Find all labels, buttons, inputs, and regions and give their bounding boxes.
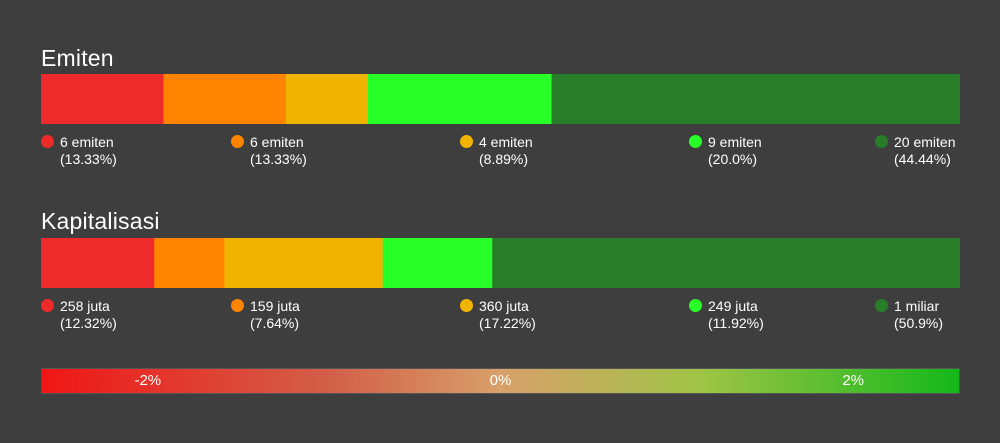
legend-percentage: (8.89%) [479, 151, 529, 167]
legend-label: 1 miliar [894, 298, 940, 314]
emiten-title: Emiten [41, 45, 114, 71]
legend-dot-icon [231, 299, 244, 312]
legend-percentage: (44.44%) [894, 151, 951, 167]
legend-percentage: (11.92%) [708, 315, 764, 331]
legend-dot-icon [689, 299, 702, 312]
legend-label: 360 juta [479, 298, 529, 314]
legend-label: 20 emiten [894, 134, 956, 150]
bar-segment-4 [382, 238, 493, 288]
legend-label: 249 juta [708, 298, 758, 314]
legend-item-2: 159 juta (7.64%) [231, 298, 300, 332]
scale-label-positive: 2% [842, 372, 865, 389]
legend-item-1: 6 emiten (13.33%) [41, 134, 117, 168]
legend-label: 6 emiten [60, 134, 114, 150]
legend-percentage: (13.33%) [60, 151, 117, 167]
legend-dot-icon [460, 135, 473, 148]
bar-segment-2 [154, 238, 225, 288]
legend-item-2: 6 emiten (13.33%) [231, 134, 307, 168]
legend-item-3: 4 emiten (8.89%) [460, 134, 533, 168]
legend-item-5: 20 emiten (44.44%) [875, 134, 955, 168]
legend-item-4: 9 emiten (20.0%) [689, 134, 762, 168]
legend-percentage: (13.33%) [250, 151, 307, 167]
bar-segment-5 [551, 74, 960, 124]
legend-item-4: 249 juta (11.92%) [689, 298, 764, 332]
legend-percentage: (20.0%) [708, 151, 758, 167]
legend-dot-icon [689, 135, 702, 148]
legend-label: 6 emiten [250, 134, 304, 150]
legend-label: 4 emiten [479, 134, 533, 150]
legend-item-3: 360 juta (17.22%) [460, 298, 536, 332]
legend-item-5: 1 miliar (50.9%) [875, 298, 943, 332]
legend-dot-icon [41, 299, 54, 312]
change-color-scale: -2% 0% 2% [41, 368, 960, 394]
bar-segment-1 [41, 238, 155, 288]
kapitalisasi-stacked-bar [41, 238, 960, 288]
legend-dot-icon [875, 135, 888, 148]
legend-percentage: (17.22%) [479, 315, 536, 331]
bar-segment-2 [163, 74, 287, 124]
scale-label-zero: 0% [489, 372, 512, 389]
bar-segment-3 [224, 238, 384, 288]
legend-label: 258 juta [60, 298, 110, 314]
emiten-stacked-bar [41, 74, 960, 124]
legend-label: 9 emiten [708, 134, 762, 150]
legend-percentage: (50.9%) [894, 315, 944, 331]
kapitalisasi-title: Kapitalisasi [41, 208, 160, 234]
legend-label: 159 juta [250, 298, 300, 314]
bar-segment-5 [492, 238, 960, 288]
legend-percentage: (7.64%) [250, 315, 300, 331]
legend-dot-icon [231, 135, 244, 148]
legend-percentage: (12.32%) [60, 315, 117, 331]
legend-dot-icon [875, 299, 888, 312]
bar-segment-3 [286, 74, 369, 124]
bar-segment-1 [41, 74, 165, 124]
legend-item-1: 258 juta (12.32%) [41, 298, 117, 332]
legend-dot-icon [41, 135, 54, 148]
legend-dot-icon [460, 299, 473, 312]
bar-segment-4 [367, 74, 553, 124]
scale-label-negative: -2% [134, 372, 162, 389]
